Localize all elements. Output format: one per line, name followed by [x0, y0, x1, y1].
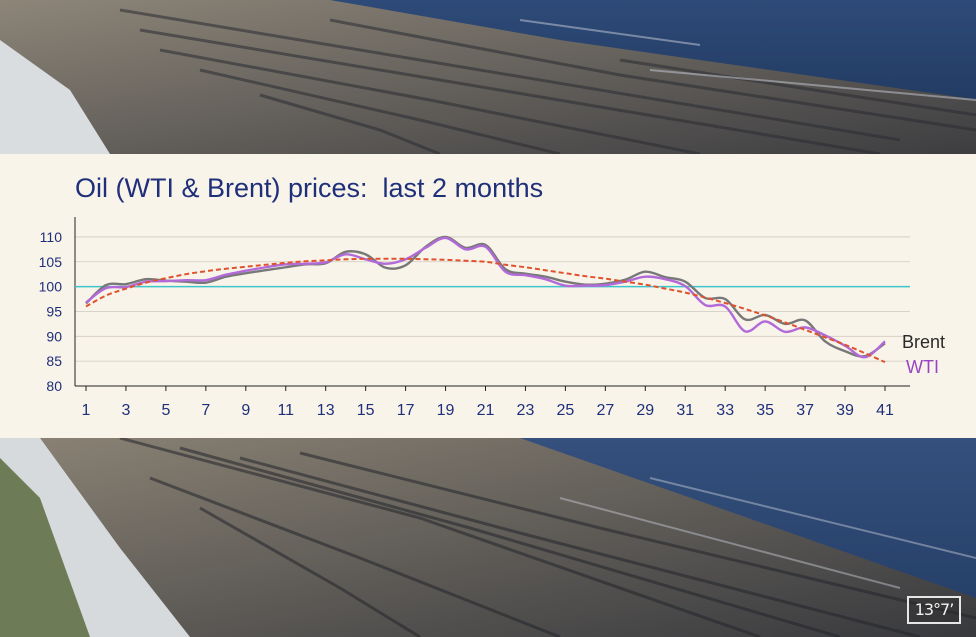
- chart-panel: Oil (WTI & Brent) prices: last 2 months …: [0, 154, 976, 438]
- series-line-brent: [85, 235, 886, 358]
- x-tick-label: 5: [161, 402, 170, 419]
- legend-wti: WTI: [906, 357, 939, 377]
- x-tick-label: 23: [517, 402, 535, 419]
- x-tick-label: 21: [477, 402, 495, 419]
- legend-brent: Brent: [902, 332, 946, 352]
- chart-title: Oil (WTI & Brent) prices: last 2 months: [75, 173, 544, 203]
- y-tick-label: 85: [46, 353, 62, 369]
- y-tick-label: 110: [40, 229, 63, 245]
- x-tick-label: 7: [201, 402, 210, 419]
- x-tick-label: 13: [317, 402, 335, 419]
- x-tick-label: 37: [796, 402, 814, 419]
- x-tick-label: 11: [277, 402, 294, 419]
- background-photo-top: [0, 0, 976, 154]
- x-tick-label: 33: [716, 402, 734, 419]
- x-tick-label: 15: [357, 402, 375, 419]
- x-tick-label: 9: [241, 402, 250, 419]
- y-tick-label: 80: [46, 378, 62, 394]
- x-tick-label: 29: [636, 402, 654, 419]
- x-tick-label: 17: [397, 402, 415, 419]
- x-tick-label: 3: [121, 402, 130, 419]
- y-tick-label: 95: [46, 303, 62, 319]
- x-tick-label: 35: [756, 402, 774, 419]
- x-tick-label: 25: [557, 402, 575, 419]
- x-tick-label: 1: [82, 402, 91, 419]
- x-tick-label: 41: [876, 402, 894, 419]
- x-tick-label: 27: [596, 402, 614, 419]
- background-photo-bottom: [0, 438, 976, 637]
- y-tick-label: 100: [39, 279, 63, 295]
- logo-badge: 13°7’: [907, 596, 961, 624]
- x-tick-label: 31: [676, 402, 694, 419]
- series-line-wti: [85, 236, 886, 359]
- x-tick-label: 39: [836, 402, 854, 419]
- y-tick-label: 90: [46, 328, 62, 344]
- x-tick-label: 19: [437, 402, 455, 419]
- trend-line: [85, 257, 886, 364]
- y-tick-label: 105: [39, 254, 63, 270]
